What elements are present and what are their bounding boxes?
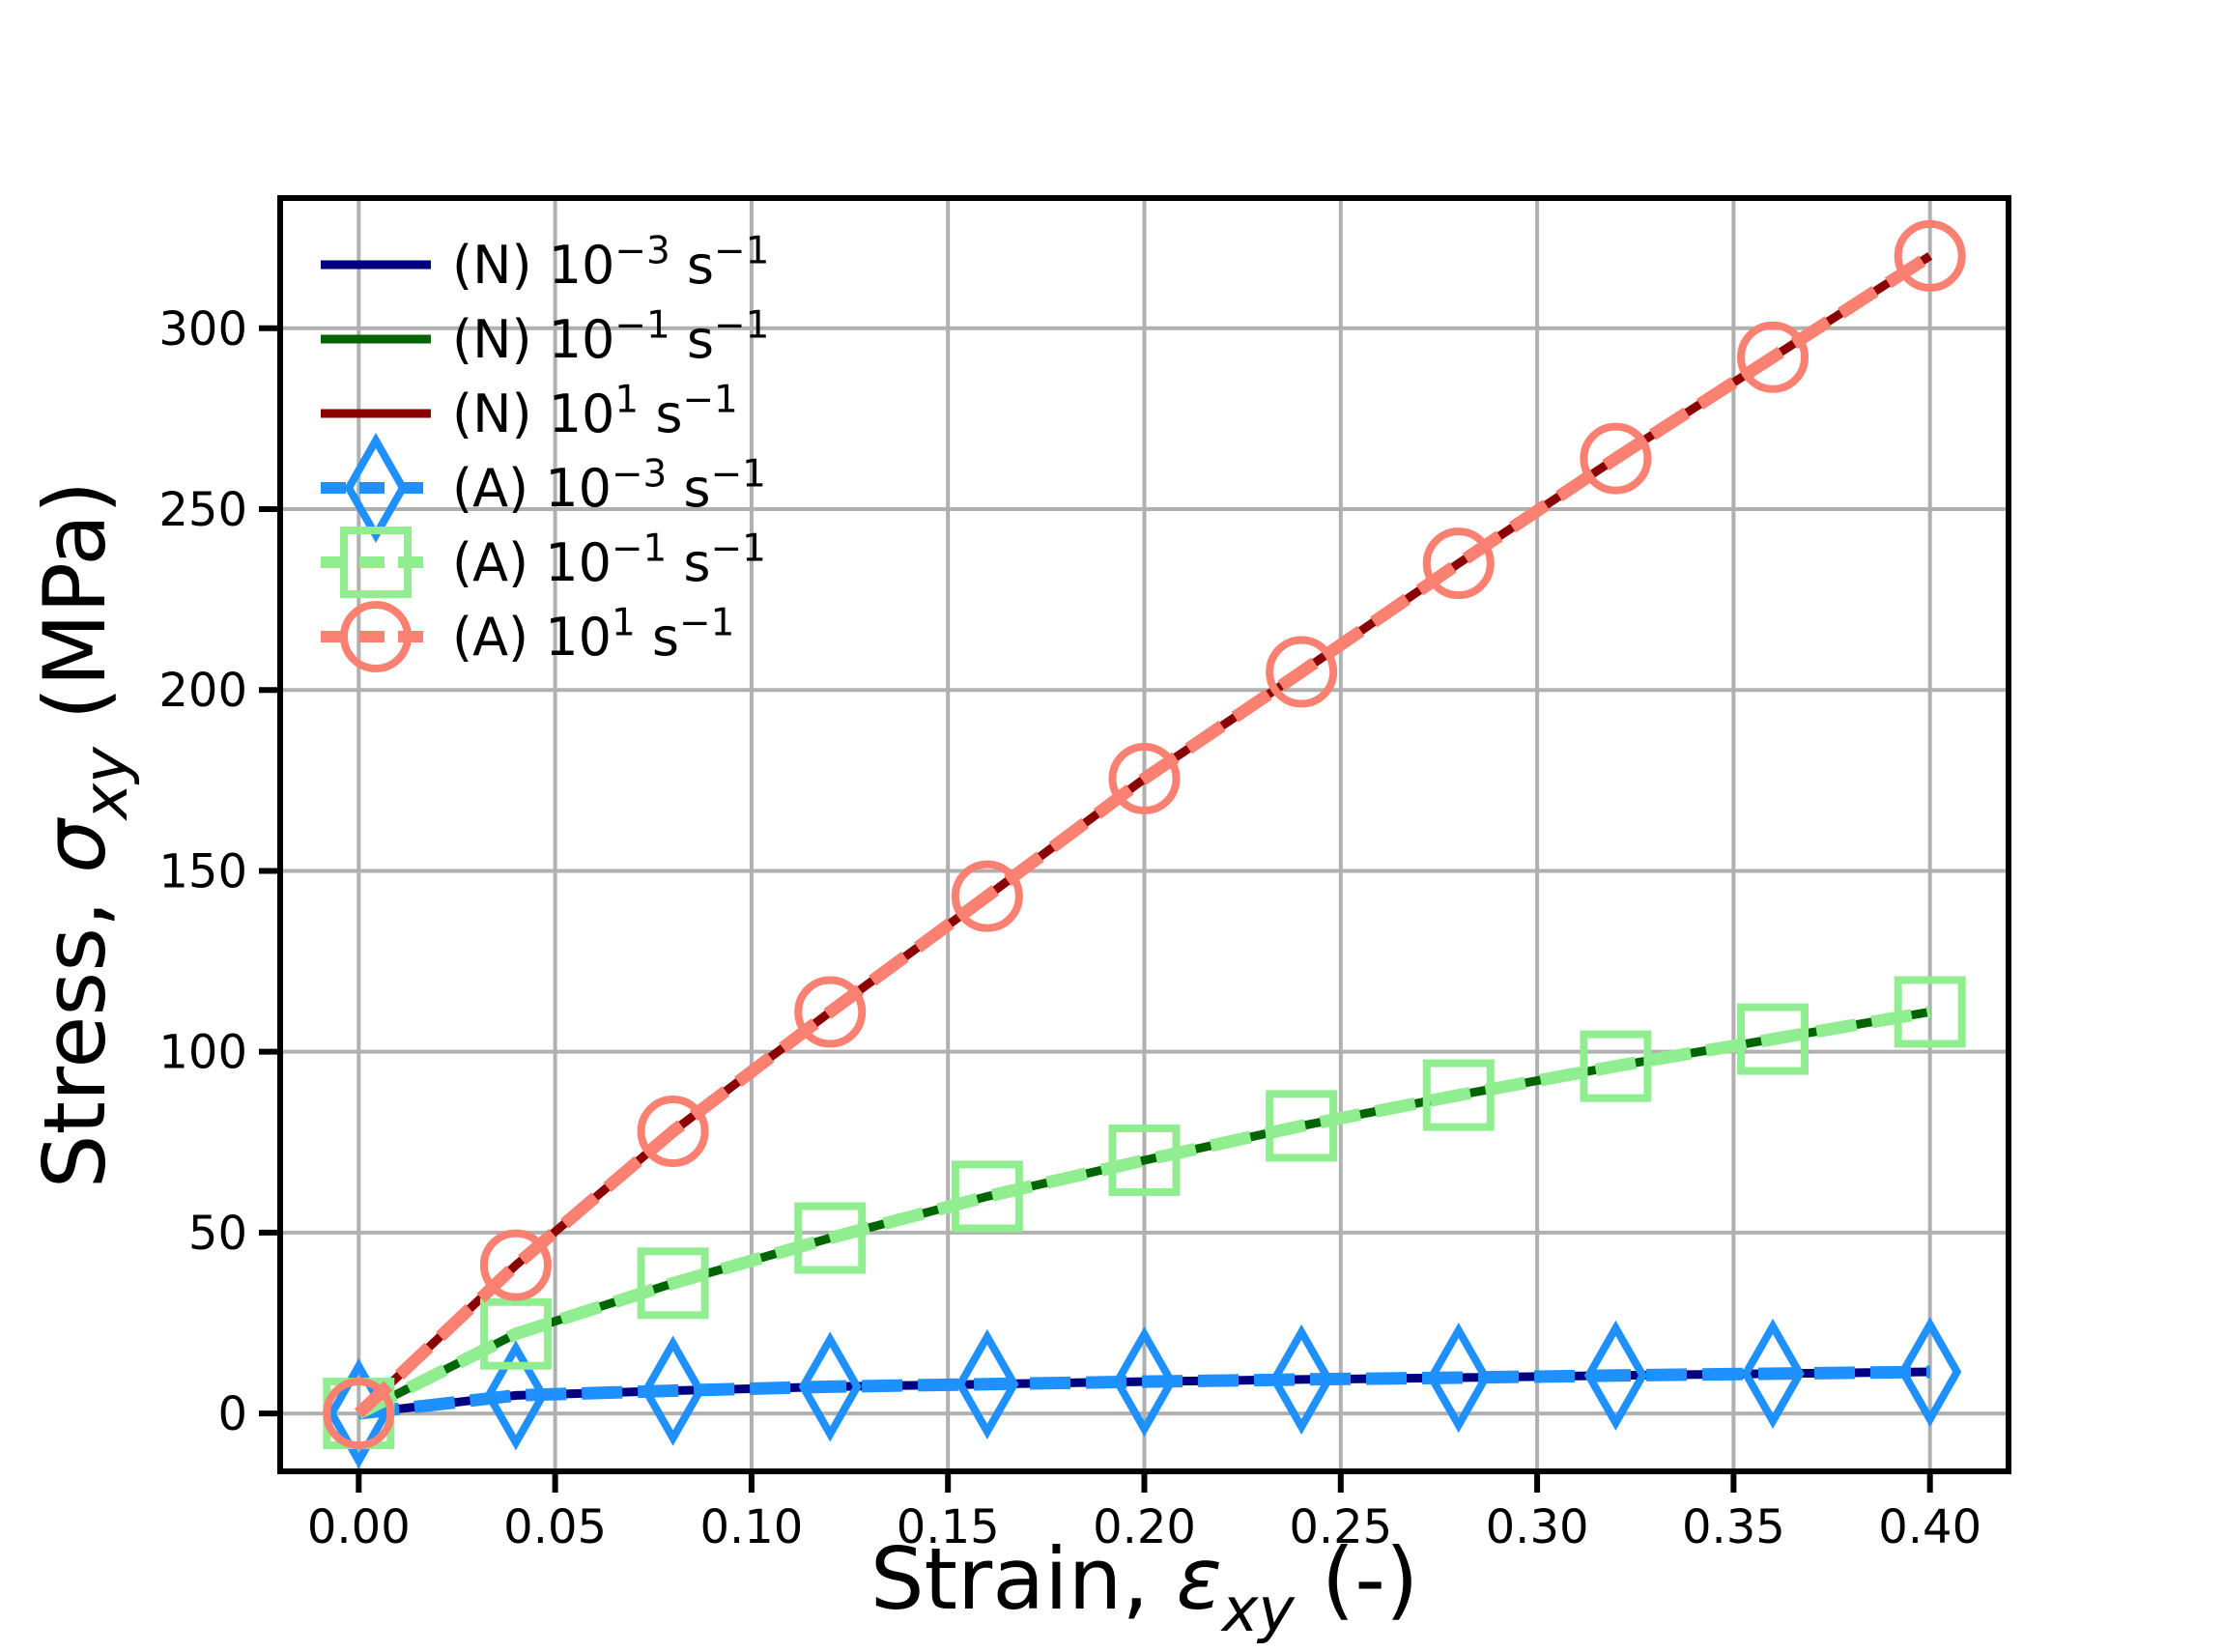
series-3-marker — [641, 1335, 705, 1446]
series-5-marker — [479, 1229, 552, 1301]
series-5-marker — [1266, 636, 1338, 708]
y-tick-label: 200 — [158, 664, 247, 718]
data-series — [323, 219, 1966, 1469]
series-4-marker — [1422, 1059, 1495, 1131]
series-4-marker — [794, 1202, 867, 1274]
y-tick-label: 100 — [158, 1026, 247, 1080]
series-3-marker — [484, 1340, 548, 1451]
x-tick-label: 0.40 — [1878, 1500, 1981, 1554]
legend-label: (N) 10−1​ s−1​ — [452, 303, 769, 370]
series-3-marker — [1898, 1316, 1962, 1428]
x-tick-label: 0.25 — [1289, 1500, 1392, 1554]
series-line-5 — [354, 250, 1934, 1418]
series-3-marker — [1583, 1320, 1648, 1431]
series-4-marker — [1894, 976, 1966, 1048]
axis-ticks: 0.00 0.05 0.10 0.15 0.20 0.25 0.30 0.35 0.40 0 50 1… — [158, 302, 1981, 1554]
legend-item-0: (N) 10−3​ s−1​ — [321, 229, 769, 296]
x-tick-label: 0.10 — [699, 1500, 803, 1554]
axis-labels: Strain, εxy​ (-) Stress, σxy​ (MPa) — [25, 481, 1418, 1645]
y-tick-label: 50 — [188, 1207, 247, 1261]
series-4-marker — [1266, 1090, 1338, 1162]
series-3-marker — [1427, 1322, 1491, 1434]
y-tick-label: 300 — [158, 302, 247, 356]
legend-marker — [344, 432, 408, 544]
gridlines — [280, 198, 2009, 1471]
y-axis-label: Stress, σxy​ (MPa) — [25, 481, 141, 1189]
legend-item-1: (N) 10−1​ s−1​ — [321, 303, 769, 370]
series-5-marker — [1108, 742, 1181, 814]
series-line-3 — [357, 1365, 1930, 1420]
x-tick-label: 0.30 — [1486, 1500, 1589, 1554]
legend-label: (N) 101​ s−1​ — [452, 378, 738, 444]
y-tick-label: 150 — [158, 844, 247, 898]
series-4-marker — [1737, 1003, 1810, 1075]
legend-item-4: (A) 10−1​ s−1​ — [321, 527, 766, 598]
legend-item-5: (A) 101​ s−1​ — [321, 601, 734, 672]
series-4-marker — [1108, 1124, 1181, 1196]
series-5-marker — [1580, 422, 1652, 495]
series-4-marker — [637, 1247, 709, 1320]
legend-label: (A) 10−3​ s−1​ — [452, 452, 766, 519]
x-tick-label: 0.20 — [1093, 1500, 1196, 1554]
series-3-marker — [798, 1331, 862, 1442]
series-5-marker — [1737, 321, 1810, 393]
legend-item-2: (N) 101​ s−1​ — [321, 378, 738, 444]
legend: (N) 10−3​ s−1​ (N) 10−1​ s−1​ (N) 101​ s−1… — [321, 229, 769, 672]
x-tick-label: 0.15 — [897, 1500, 1000, 1554]
series-4-marker — [479, 1297, 552, 1370]
series-5-marker — [1422, 527, 1495, 600]
series-3-marker — [1741, 1318, 1805, 1429]
series-4-marker — [951, 1160, 1023, 1233]
legend-label: (A) 101​ s−1​ — [452, 601, 734, 668]
legend-label: (N) 10−3​ s−1​ — [452, 229, 769, 296]
series-4-marker — [1580, 1030, 1652, 1102]
series-5-marker — [323, 1378, 395, 1450]
legend-label: (A) 10−1​ s−1​ — [452, 527, 766, 593]
series-5-marker — [637, 1096, 709, 1168]
legend-marker — [340, 527, 412, 598]
series-5-marker — [951, 860, 1023, 932]
y-tick-label: 0 — [217, 1387, 247, 1441]
x-axis-label: Strain, εxy​ (-) — [870, 1529, 1419, 1645]
series-3-marker — [1269, 1324, 1333, 1435]
x-tick-label: 0.35 — [1682, 1500, 1785, 1554]
series-5-marker — [794, 976, 867, 1048]
x-tick-label: 0.00 — [307, 1500, 411, 1554]
series-line-4 — [356, 1006, 1931, 1419]
series-5-marker — [1894, 219, 1966, 292]
series-3-marker — [955, 1328, 1019, 1439]
legend-marker — [340, 601, 412, 672]
legend-item-3: (A) 10−3​ s−1​ — [321, 432, 766, 544]
series-3-marker — [1112, 1326, 1177, 1438]
x-tick-label: 0.05 — [503, 1500, 607, 1554]
y-tick-label: 250 — [158, 483, 247, 537]
